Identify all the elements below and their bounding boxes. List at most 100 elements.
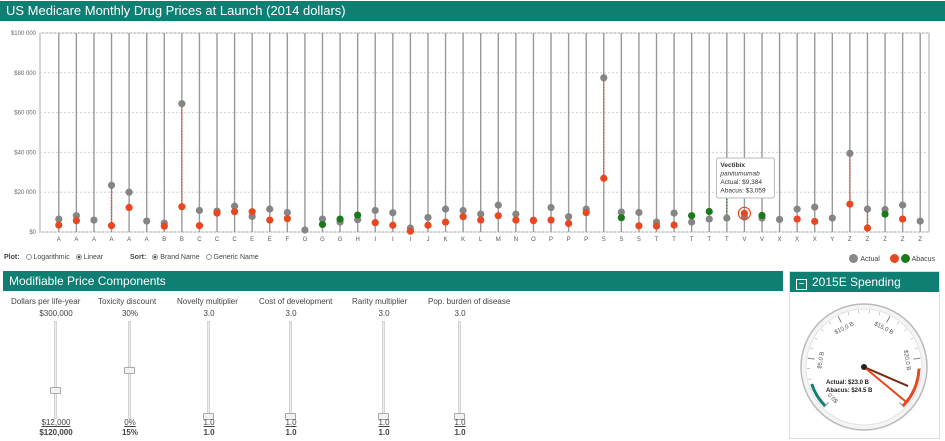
- x-tick-label[interactable]: Z: [918, 237, 922, 243]
- abacus-point[interactable]: [688, 212, 696, 220]
- x-tick-label[interactable]: Z: [883, 237, 887, 243]
- x-tick-label[interactable]: G: [320, 237, 325, 243]
- x-tick-label[interactable]: I: [392, 237, 394, 243]
- x-tick-label[interactable]: M: [496, 237, 501, 243]
- brand-name-radio[interactable]: [152, 254, 159, 260]
- x-tick-label[interactable]: A: [127, 237, 131, 243]
- abacus-point[interactable]: [617, 214, 625, 222]
- brand-name-label[interactable]: Brand Name: [160, 254, 200, 261]
- slider-track[interactable]: [458, 321, 461, 419]
- abacus-point[interactable]: [705, 207, 713, 216]
- x-tick-label[interactable]: V: [760, 237, 764, 243]
- x-tick-label[interactable]: S: [619, 237, 623, 243]
- abacus-point[interactable]: [248, 208, 256, 216]
- abacus-point[interactable]: [230, 208, 239, 216]
- abacus-point[interactable]: [600, 174, 608, 182]
- x-tick-label[interactable]: C: [232, 237, 237, 243]
- x-tick-label[interactable]: P: [584, 237, 588, 243]
- logarithmic-radio[interactable]: [25, 254, 32, 260]
- x-tick-label[interactable]: A: [92, 237, 96, 243]
- abacus-point[interactable]: [793, 215, 801, 223]
- actual-point[interactable]: [600, 74, 608, 82]
- x-tick-label[interactable]: H: [355, 237, 359, 243]
- actual-point[interactable]: [283, 208, 291, 217]
- x-tick-label[interactable]: O: [531, 237, 536, 243]
- abacus-point[interactable]: [160, 222, 168, 230]
- x-tick-label[interactable]: P: [567, 237, 571, 243]
- slider-handle[interactable]: [378, 413, 389, 420]
- abacus-point[interactable]: [846, 200, 854, 208]
- x-tick-label[interactable]: E: [268, 237, 272, 243]
- spending-header[interactable]: −2015E Spending: [790, 272, 939, 292]
- abacus-point[interactable]: [72, 217, 80, 225]
- actual-point[interactable]: [441, 205, 450, 213]
- actual-point[interactable]: [899, 201, 907, 209]
- x-tick-label[interactable]: L: [479, 237, 483, 243]
- actual-point[interactable]: [723, 214, 731, 222]
- actual-point[interactable]: [512, 210, 520, 218]
- x-tick-label[interactable]: T: [707, 237, 711, 243]
- actual-point[interactable]: [793, 205, 801, 213]
- abacus-point[interactable]: [371, 219, 379, 227]
- abacus-point[interactable]: [55, 221, 63, 229]
- abacus-point[interactable]: [652, 222, 661, 230]
- abacus-point[interactable]: [582, 209, 590, 217]
- x-tick-label[interactable]: S: [602, 237, 606, 243]
- abacus-point[interactable]: [863, 224, 872, 232]
- abacus-point[interactable]: [195, 222, 204, 230]
- actual-point[interactable]: [266, 205, 274, 213]
- x-tick-label[interactable]: E: [250, 237, 254, 243]
- x-tick-label[interactable]: B: [162, 237, 166, 243]
- actual-point[interactable]: [617, 208, 625, 216]
- actual-point[interactable]: [811, 203, 819, 211]
- x-tick-label[interactable]: T: [655, 237, 659, 243]
- x-tick-label[interactable]: Z: [848, 237, 852, 243]
- actual-point[interactable]: [90, 216, 98, 224]
- x-tick-label[interactable]: T: [672, 237, 676, 243]
- slider-track[interactable]: [382, 321, 385, 419]
- abacus-point[interactable]: [318, 220, 327, 229]
- abacus-point[interactable]: [441, 218, 450, 226]
- slider-handle[interactable]: [285, 413, 296, 420]
- x-tick-label[interactable]: C: [197, 237, 202, 243]
- actual-point[interactable]: [371, 206, 379, 215]
- slider-track[interactable]: [207, 321, 210, 419]
- x-tick-label[interactable]: P: [549, 237, 553, 243]
- abacus-point[interactable]: [125, 203, 133, 212]
- abacus-point[interactable]: [459, 213, 467, 221]
- slider-handle[interactable]: [124, 367, 135, 374]
- actual-point[interactable]: [424, 213, 432, 222]
- actual-point[interactable]: [828, 214, 836, 222]
- x-tick-label[interactable]: I: [374, 237, 376, 243]
- x-tick-label[interactable]: X: [778, 237, 782, 243]
- slider-handle[interactable]: [203, 413, 214, 420]
- generic-name-label[interactable]: Generic Name: [213, 254, 259, 261]
- x-tick-label[interactable]: B: [180, 237, 184, 243]
- actual-point[interactable]: [705, 215, 713, 223]
- abacus-point[interactable]: [266, 216, 274, 224]
- x-tick-label[interactable]: A: [74, 237, 78, 243]
- abacus-point[interactable]: [758, 211, 766, 220]
- slider-track[interactable]: [289, 321, 292, 419]
- x-tick-label[interactable]: S: [637, 237, 641, 243]
- x-tick-label[interactable]: Z: [866, 237, 870, 243]
- abacus-point[interactable]: [494, 212, 502, 220]
- actual-point[interactable]: [459, 206, 467, 215]
- x-tick-label[interactable]: G: [303, 237, 308, 243]
- x-tick-label[interactable]: T: [725, 237, 729, 243]
- x-tick-label[interactable]: Y: [830, 237, 834, 243]
- actual-point[interactable]: [635, 208, 643, 217]
- x-tick-label[interactable]: A: [145, 237, 149, 243]
- abacus-point[interactable]: [899, 215, 907, 223]
- x-tick-label[interactable]: N: [514, 237, 518, 243]
- generic-name-radio[interactable]: [205, 254, 212, 260]
- drug-price-chart[interactable]: $100 000 $80 000 $60 000 $40 000 $20 000 $0 A A…: [0, 22, 945, 248]
- abacus-point[interactable]: [283, 215, 291, 223]
- abacus-point[interactable]: [424, 221, 432, 229]
- x-tick-label[interactable]: C: [215, 237, 220, 243]
- slider-handle[interactable]: [454, 413, 465, 420]
- abacus-point[interactable]: [477, 216, 485, 224]
- actual-point[interactable]: [494, 201, 502, 209]
- linear-radio[interactable]: [75, 254, 82, 260]
- x-tick-label[interactable]: K: [461, 237, 465, 243]
